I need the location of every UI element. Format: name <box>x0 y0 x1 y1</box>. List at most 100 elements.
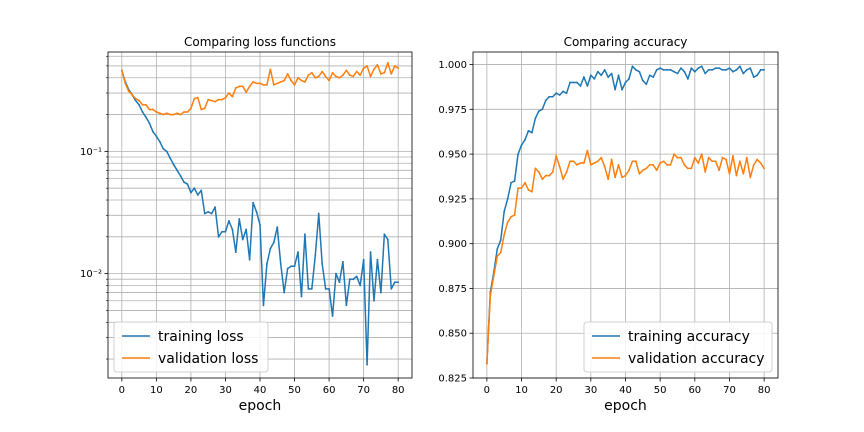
data-point <box>683 70 686 73</box>
plot-frame <box>472 51 779 379</box>
data-point <box>520 187 523 190</box>
data-point <box>745 156 748 159</box>
data-point <box>541 178 544 181</box>
data-point <box>317 212 320 215</box>
data-point <box>659 67 662 70</box>
data-point <box>231 228 234 231</box>
data-point <box>165 112 168 115</box>
data-point <box>600 74 603 77</box>
data-point <box>548 95 551 98</box>
data-point <box>589 163 592 166</box>
data-point <box>742 72 745 75</box>
data-point <box>728 67 731 70</box>
x-tick-label: 80 <box>392 385 405 396</box>
y-tick-label: 10⁻² <box>80 269 102 280</box>
data-point <box>524 181 526 184</box>
data-point <box>335 75 337 78</box>
data-point <box>756 158 759 161</box>
x-tick-label: 60 <box>323 385 336 396</box>
data-point <box>596 70 599 73</box>
data-point <box>145 103 147 106</box>
data-point <box>673 153 675 155</box>
data-point <box>183 181 185 184</box>
data-point <box>393 281 396 284</box>
data-point <box>276 82 279 85</box>
data-point <box>290 79 292 82</box>
data-point <box>224 96 227 99</box>
data-point <box>503 210 506 213</box>
data-point <box>255 82 258 85</box>
data-point <box>352 75 355 78</box>
x-tick-label: 30 <box>584 385 597 396</box>
data-point <box>134 97 137 100</box>
data-point <box>252 201 254 204</box>
data-point <box>172 163 175 166</box>
data-point <box>534 117 537 120</box>
data-point <box>390 73 393 75</box>
data-point <box>551 171 554 173</box>
data-point <box>655 169 658 172</box>
data-point <box>541 108 544 111</box>
data-point <box>238 85 241 88</box>
accuracy-chart: Comparing accuracy 0.825 0.850 0.875 0.900 0.… <box>438 35 779 414</box>
data-point <box>359 284 362 287</box>
data-point <box>576 81 578 84</box>
data-point <box>496 248 499 250</box>
data-point <box>124 82 127 85</box>
data-point <box>228 219 230 222</box>
data-point <box>614 176 617 179</box>
data-point <box>728 172 731 175</box>
data-point <box>314 76 317 79</box>
data-point <box>683 163 686 166</box>
data-point <box>531 131 533 134</box>
data-point <box>510 181 513 184</box>
data-point <box>586 85 589 87</box>
legend-box <box>113 321 269 373</box>
data-point <box>489 294 492 297</box>
data-point <box>714 160 717 163</box>
chart-title: Comparing loss functions <box>184 35 336 49</box>
data-point <box>248 258 251 261</box>
data-point <box>714 67 717 70</box>
data-point <box>624 81 627 84</box>
data-point <box>531 190 533 193</box>
data-point <box>293 265 296 268</box>
data-point <box>634 69 637 71</box>
x-tick-label: 20 <box>550 385 563 396</box>
data-point <box>517 187 519 190</box>
y-tick-label: 0.825 <box>438 374 467 385</box>
data-point <box>186 183 189 185</box>
data-point <box>492 275 495 277</box>
data-point <box>666 163 668 166</box>
x-tick-label: 0 <box>484 385 490 396</box>
data-point <box>600 156 603 159</box>
data-point <box>506 197 509 200</box>
data-point <box>183 111 185 113</box>
data-point <box>158 112 161 115</box>
plot-frame <box>107 51 413 379</box>
y-tick-label: 10⁻¹ <box>80 147 102 158</box>
data-point <box>638 172 641 175</box>
data-point <box>131 93 134 96</box>
data-point <box>355 275 358 278</box>
data-point <box>380 291 382 294</box>
data-point <box>141 103 144 106</box>
data-point <box>221 98 223 101</box>
data-point <box>593 77 596 80</box>
data-point <box>645 83 648 86</box>
data-point <box>200 189 203 192</box>
data-point <box>537 110 540 113</box>
data-point <box>307 287 310 290</box>
data-point <box>721 156 724 159</box>
data-point <box>269 68 272 71</box>
data-point <box>752 163 755 166</box>
y-tick-label: 0.925 <box>438 194 467 205</box>
legend-label: validation loss <box>158 351 258 367</box>
data-point <box>304 81 306 83</box>
data-point <box>527 129 530 132</box>
data-point <box>662 160 665 163</box>
data-point <box>586 149 589 152</box>
data-point <box>752 76 755 78</box>
data-point <box>217 235 220 238</box>
data-point <box>704 72 707 75</box>
